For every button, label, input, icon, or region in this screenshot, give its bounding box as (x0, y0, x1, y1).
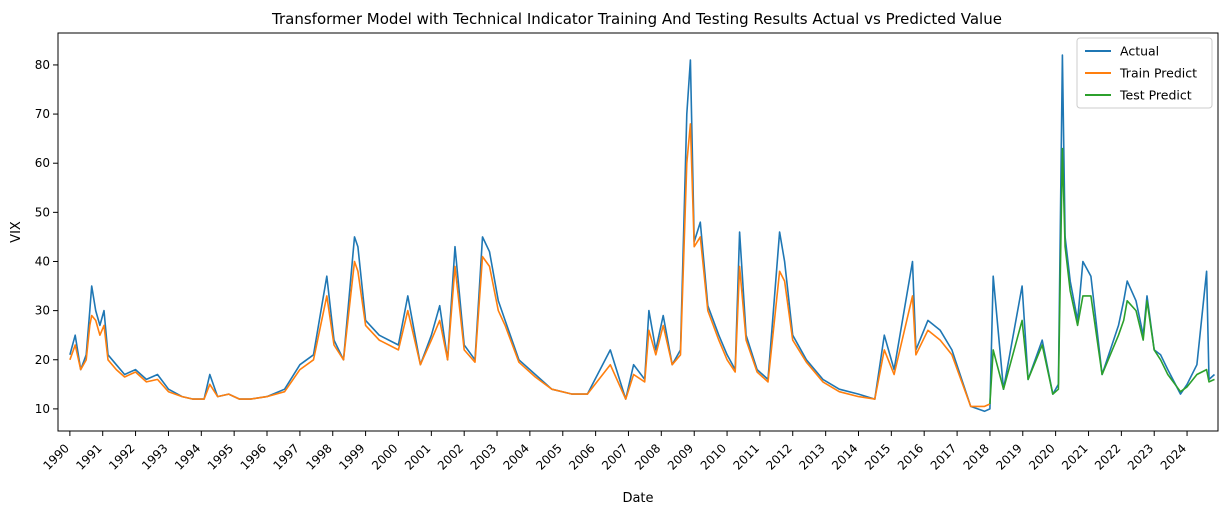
series-layer (69, 54, 1216, 413)
x-tick-label: 1993 (139, 441, 170, 472)
x-tick-label: 1999 (336, 441, 367, 472)
x-tick-label: 2020 (1026, 441, 1057, 472)
legend-label-actual: Actual (1120, 44, 1159, 59)
y-tick-label: 60 (35, 156, 50, 170)
x-tick-label: 1991 (73, 441, 104, 472)
x-tick-label: 2019 (993, 441, 1024, 472)
x-tick-label: 2010 (698, 441, 729, 472)
x-tick-label: 2015 (862, 441, 893, 472)
x-tick-label: 2000 (369, 441, 400, 472)
x-tick-label: 2016 (895, 441, 926, 472)
legend-label-train-predict: Train Predict (1119, 66, 1197, 81)
series-line-test-predict (989, 147, 1215, 405)
x-tick-label: 1992 (106, 441, 137, 472)
x-tick-label: 2012 (763, 441, 794, 472)
legend-label-test-predict: Test Predict (1119, 88, 1192, 103)
legend-box (1076, 37, 1213, 109)
x-tick-label: 2022 (1092, 441, 1123, 472)
x-tick-label: 2024 (1158, 441, 1189, 472)
x-tick-label: 2009 (665, 441, 696, 472)
x-tick-label: 2021 (1059, 441, 1090, 472)
x-tick-label: 2007 (599, 441, 630, 472)
x-tick-label: 1994 (172, 441, 203, 472)
x-tick-label: 2008 (632, 441, 663, 472)
plot-area (57, 32, 1219, 432)
y-tick-label: 70 (35, 107, 50, 121)
series-line-actual (69, 54, 1216, 413)
x-tick-label: 2006 (566, 441, 597, 472)
x-tick-label: 2003 (468, 441, 499, 472)
x-tick-label: 2018 (961, 441, 992, 472)
x-tick-label: 2013 (796, 441, 827, 472)
y-tick-label: 30 (35, 304, 50, 318)
x-tick-label: 1998 (303, 441, 334, 472)
y-tick-label: 50 (35, 205, 50, 219)
x-tick-label: 1997 (271, 441, 302, 472)
x-tick-label: 2023 (1125, 441, 1156, 472)
x-tick-label: 1990 (41, 441, 72, 472)
x-tick-label: 2017 (928, 441, 959, 472)
x-tick-label: 2011 (731, 441, 762, 472)
x-tick-label: 1996 (238, 441, 269, 472)
chart-title: Transformer Model with Technical Indicat… (271, 10, 1002, 28)
x-tick-label: 2001 (402, 441, 433, 472)
x-axis-label: Date (622, 491, 653, 506)
x-tick-label: 1995 (205, 441, 236, 472)
y-axis: 10 20 30 40 50 60 70 80 (35, 58, 58, 416)
y-tick-label: 80 (35, 58, 50, 72)
y-tick-label: 40 (35, 254, 50, 268)
x-tick-label: 2005 (533, 441, 564, 472)
series-line-train-predict (69, 123, 991, 408)
x-axis: 1990 1991 1992 1993 1994 1995 1996 1997 1998 1999… (41, 431, 1189, 473)
legend: Actual Train Predict Test Predict (1076, 37, 1213, 109)
x-tick-label: 2002 (435, 441, 466, 472)
y-axis-label: VIX (9, 221, 24, 243)
y-tick-label: 10 (35, 402, 50, 416)
x-tick-label: 2014 (829, 441, 860, 472)
x-tick-label: 2004 (500, 441, 531, 472)
y-tick-label: 20 (35, 353, 50, 367)
